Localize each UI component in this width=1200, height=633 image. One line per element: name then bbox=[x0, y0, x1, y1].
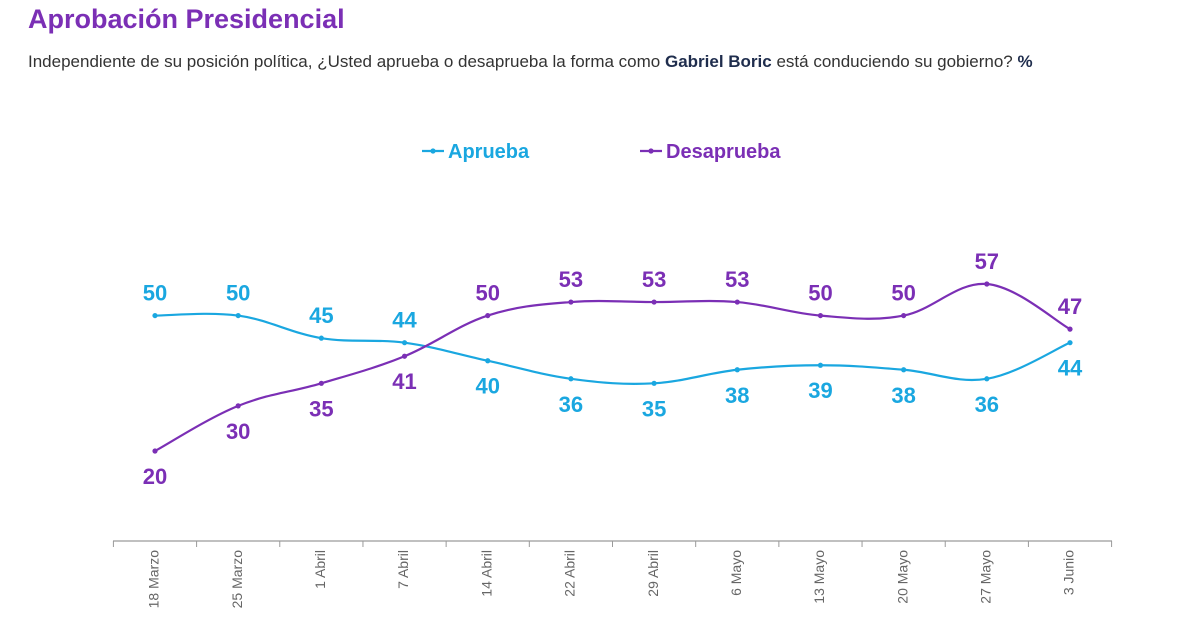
x-tick-label: 6 Mayo bbox=[728, 550, 744, 596]
data-label-desaprueba: 35 bbox=[309, 396, 333, 421]
data-label-desaprueba: 47 bbox=[1058, 294, 1082, 319]
data-point-aprueba bbox=[901, 367, 907, 373]
data-label-desaprueba: 50 bbox=[475, 281, 499, 306]
legend-marker-aprueba bbox=[430, 148, 436, 154]
data-label-aprueba: 50 bbox=[226, 281, 250, 306]
x-tick-label: 1 Abril bbox=[312, 550, 328, 589]
data-label-aprueba: 36 bbox=[559, 392, 583, 417]
series-line-desaprueba bbox=[154, 282, 1071, 452]
data-label-desaprueba: 53 bbox=[642, 267, 666, 292]
x-tick-label: 27 Mayo bbox=[978, 550, 994, 604]
data-point-desaprueba bbox=[568, 299, 574, 305]
x-tick-label: 7 Abril bbox=[395, 550, 411, 589]
subtitle-unit: % bbox=[1017, 52, 1033, 71]
data-point-desaprueba bbox=[901, 312, 907, 319]
data-label-aprueba: 45 bbox=[309, 303, 333, 328]
x-tick-label: 25 Marzo bbox=[229, 550, 245, 609]
data-point-desaprueba bbox=[318, 380, 324, 386]
series-line-aprueba bbox=[154, 312, 1071, 385]
data-point-desaprueba bbox=[152, 448, 158, 454]
data-point-aprueba bbox=[568, 376, 574, 382]
data-point-desaprueba bbox=[734, 299, 740, 305]
legend-label-desaprueba: Desaprueba bbox=[666, 141, 781, 163]
x-tick-label: 29 Abril bbox=[645, 550, 661, 597]
data-point-desaprueba bbox=[651, 299, 657, 305]
data-point-desaprueba bbox=[817, 312, 824, 319]
data-label-aprueba: 50 bbox=[143, 281, 167, 306]
subtitle-question-end: está conduciendo su gobierno? bbox=[771, 52, 1018, 71]
data-point-aprueba bbox=[235, 312, 241, 319]
subtitle-question-start: Independiente de su posición política, ¿… bbox=[28, 52, 665, 71]
data-point-desaprueba bbox=[984, 281, 990, 287]
chart-subtitle: Independiente de su posición política, ¿… bbox=[28, 50, 1178, 73]
data-label-aprueba: 44 bbox=[1058, 356, 1083, 381]
chart-title: Aprobación Presidencial bbox=[28, 4, 345, 34]
data-point-desaprueba bbox=[401, 353, 408, 359]
data-label-desaprueba: 50 bbox=[891, 281, 915, 306]
data-label-aprueba: 35 bbox=[642, 396, 666, 421]
data-point-aprueba bbox=[318, 335, 324, 341]
data-label-desaprueba: 20 bbox=[143, 464, 167, 489]
data-label-desaprueba: 53 bbox=[725, 267, 749, 292]
legend-marker-desaprueba bbox=[648, 148, 654, 154]
data-label-desaprueba: 57 bbox=[975, 249, 999, 274]
data-point-aprueba bbox=[1067, 340, 1073, 346]
data-point-aprueba bbox=[817, 362, 824, 368]
x-tick-label: 20 Mayo bbox=[894, 550, 910, 604]
data-label-aprueba: 44 bbox=[392, 308, 417, 333]
legend-label-aprueba: Aprueba bbox=[448, 141, 530, 163]
data-point-desaprueba bbox=[1067, 326, 1073, 332]
data-point-aprueba bbox=[401, 340, 408, 346]
data-point-desaprueba bbox=[235, 403, 241, 409]
data-point-aprueba bbox=[734, 367, 740, 373]
data-label-desaprueba: 30 bbox=[226, 419, 250, 444]
data-label-desaprueba: 53 bbox=[559, 267, 583, 292]
data-label-aprueba: 38 bbox=[725, 383, 749, 408]
x-tick-label: 14 Abril bbox=[478, 550, 494, 597]
data-label-aprueba: 38 bbox=[891, 383, 915, 408]
data-label-aprueba: 36 bbox=[975, 392, 999, 417]
data-label-aprueba: 39 bbox=[808, 378, 832, 403]
data-label-desaprueba: 50 bbox=[808, 281, 832, 306]
data-label-aprueba: 40 bbox=[475, 374, 499, 399]
data-point-aprueba bbox=[984, 376, 990, 382]
x-tick-label: 3 Junio bbox=[1061, 550, 1077, 595]
data-point-aprueba bbox=[152, 312, 158, 319]
data-point-desaprueba bbox=[485, 312, 491, 319]
x-tick-label: 13 Mayo bbox=[811, 550, 827, 604]
x-tick-label: 22 Abril bbox=[562, 550, 578, 597]
data-point-aprueba bbox=[651, 380, 657, 386]
x-tick-label: 18 Marzo bbox=[146, 550, 162, 609]
subtitle-name: Gabriel Boric bbox=[664, 52, 772, 71]
data-label-desaprueba: 41 bbox=[392, 369, 416, 394]
data-point-aprueba bbox=[485, 358, 491, 364]
